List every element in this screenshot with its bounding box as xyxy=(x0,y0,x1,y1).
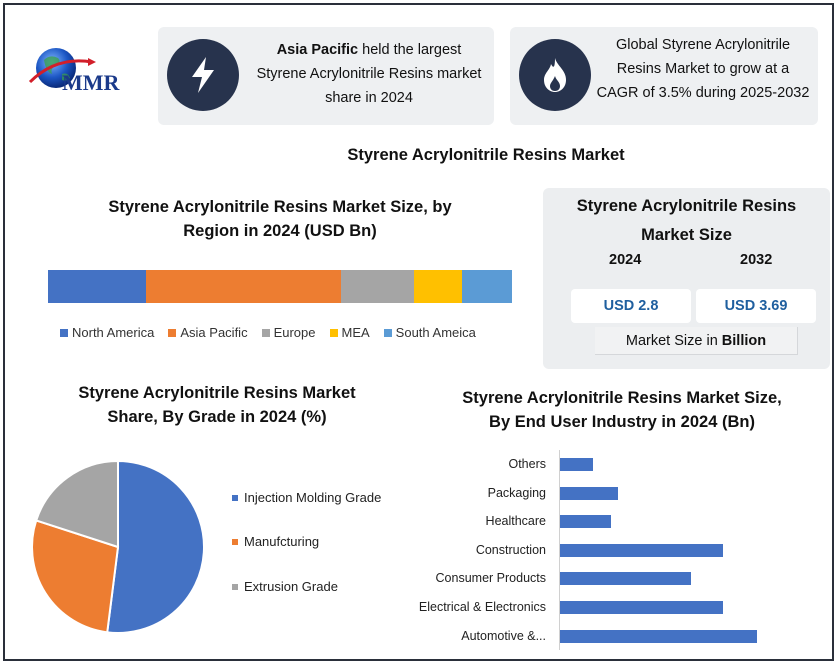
legend-swatch xyxy=(383,328,392,337)
pie-legend-item: Extrusion Grade xyxy=(232,579,338,594)
cagr-card: Global Styrene Acrylonitrile Resins Mark… xyxy=(510,27,818,125)
legend-swatch xyxy=(232,538,238,545)
main-title: Styrene Acrylonitrile Resins Market xyxy=(347,146,625,164)
region-legend-item: North America xyxy=(60,325,154,340)
enduser-category-label: Healthcare xyxy=(485,514,546,529)
pie-slice xyxy=(106,459,205,634)
enduser-category-label: Packaging xyxy=(487,485,546,500)
legend-swatch xyxy=(60,328,68,337)
region-highlight-bold: Asia Pacific xyxy=(276,42,359,58)
enduser-bar xyxy=(560,629,758,643)
unit-bold: Billion xyxy=(721,333,767,349)
logo-text: MMR xyxy=(62,70,120,95)
market-size-card: Styrene Acrylonitrile Resins Market Size… xyxy=(543,188,830,369)
legend-swatch xyxy=(232,494,238,501)
globe-icon xyxy=(28,48,96,88)
enduser-bar xyxy=(560,515,611,529)
pie-legend-item: Injection Molding Grade xyxy=(232,490,381,505)
enduser-category-label: Consumer Products xyxy=(435,571,546,586)
region-legend-item: South Ameica xyxy=(383,325,476,340)
mmr-logo: MMR xyxy=(22,44,147,100)
enduser-category-label: Construction xyxy=(475,542,546,557)
pie-legend-item: Manufcturing xyxy=(232,534,319,549)
legend-swatch xyxy=(168,328,177,337)
year-2032: 2032 xyxy=(740,252,773,268)
value-2024-box: USD 2.8 xyxy=(571,289,691,323)
region-highlight-rest: held the largest Styrene Acrylonitrile R… xyxy=(256,42,482,106)
market-size-title-line1: Styrene Acrylonitrile Resins xyxy=(576,197,797,215)
region-legend-item: Asia Pacific xyxy=(168,325,248,340)
region-legend-label: North America xyxy=(72,325,155,340)
region-bar-segment xyxy=(48,270,146,303)
region-legend-item: Europe xyxy=(261,325,316,340)
enduser-category-label: Electrical & Electronics xyxy=(418,600,546,614)
legend-swatch xyxy=(232,583,238,590)
region-bar-segment xyxy=(414,270,463,303)
market-size-unit: Market Size in Billion xyxy=(595,327,798,355)
legend-swatch xyxy=(261,328,270,337)
region-bar-segment xyxy=(462,270,512,303)
market-size-title: Styrene Acrylonitrile Resins Market Size xyxy=(543,192,830,250)
pie-slice xyxy=(34,459,119,549)
enduser-bar xyxy=(560,486,618,500)
enduser-category-label: Automotive &... xyxy=(461,628,546,643)
region-highlight-card: Asia Pacific held the largest Styrene Ac… xyxy=(158,27,494,125)
enduser-category-label: Others xyxy=(508,457,546,471)
region-bar-segment xyxy=(341,270,415,303)
region-highlight-text: Asia Pacific held the largest Styrene Ac… xyxy=(254,38,484,110)
grade-pie-chart xyxy=(31,459,205,634)
enduser-bar xyxy=(560,572,692,586)
enduser-bar xyxy=(560,543,723,557)
region-legend: North America Asia Pacific Europe MEA South … xyxy=(60,325,476,340)
flame-icon xyxy=(519,39,591,111)
value-2032-box: USD 3.69 xyxy=(696,289,816,323)
pie-legend-label: Extrusion Grade xyxy=(244,579,338,594)
enduser-chart-title: Styrene Acrylonitrile Resins Market Size… xyxy=(462,389,782,431)
pie-legend-label: Manufcturing xyxy=(244,534,320,549)
enduser-y-axis xyxy=(559,450,560,650)
region-legend-label: Europe xyxy=(273,325,316,340)
pie-chart-title: Styrene Acrylonitrile Resins Market Shar… xyxy=(78,384,356,426)
region-stacked-bar xyxy=(48,270,512,303)
legend-swatch xyxy=(329,328,338,337)
region-legend-label: MEA xyxy=(341,325,370,340)
enduser-bar xyxy=(560,458,593,471)
region-bar-segment xyxy=(145,270,342,303)
enduser-bar xyxy=(560,601,723,614)
year-2024: 2024 xyxy=(609,252,642,268)
lightning-icon xyxy=(167,39,239,111)
market-size-title-line2: Market Size xyxy=(641,226,732,244)
region-legend-label: South Ameica xyxy=(395,325,476,340)
pie-slice xyxy=(31,519,120,634)
region-chart-title: Styrene Acrylonitrile Resins Market Size… xyxy=(108,198,452,240)
pie-legend-label: Injection Molding Grade xyxy=(244,490,382,505)
cagr-text: Global Styrene Acrylonitrile Resins Mark… xyxy=(596,37,810,101)
region-legend-item: MEA xyxy=(329,325,370,340)
unit-prefix: Market Size in xyxy=(625,333,722,349)
region-legend-label: Asia Pacific xyxy=(180,325,248,340)
